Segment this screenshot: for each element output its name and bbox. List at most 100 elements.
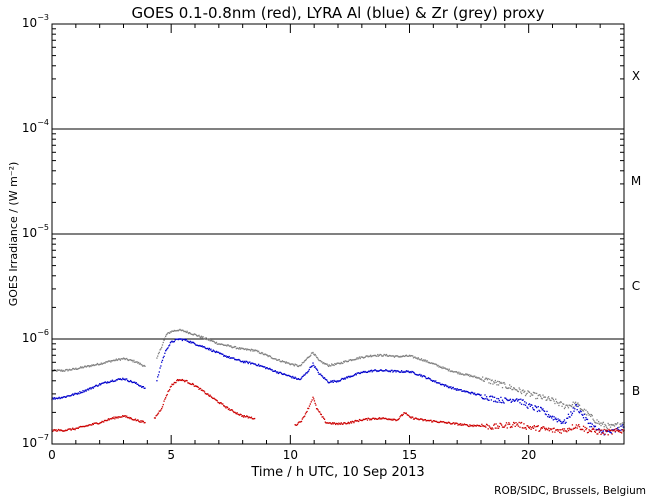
data-point	[195, 344, 198, 346]
data-point	[427, 419, 429, 422]
data-point	[520, 398, 522, 400]
data-point	[528, 427, 531, 429]
data-point	[412, 357, 415, 359]
data-point	[177, 330, 180, 332]
data-point	[261, 351, 263, 354]
data-point	[596, 433, 598, 435]
data-point	[383, 353, 385, 356]
data-point	[420, 359, 422, 361]
data-point	[53, 369, 56, 371]
data-point	[612, 424, 614, 426]
data-point	[348, 375, 350, 378]
data-point	[446, 368, 448, 370]
data-point	[179, 328, 181, 331]
data-point	[569, 416, 571, 418]
data-point	[280, 372, 283, 375]
data-point	[277, 371, 279, 373]
data-point	[222, 353, 224, 356]
data-point	[413, 418, 415, 420]
data-point	[465, 424, 467, 426]
data-point	[94, 364, 96, 366]
data-point	[381, 418, 383, 420]
data-point	[515, 398, 517, 401]
data-point	[511, 426, 513, 428]
data-point	[296, 378, 299, 380]
data-point	[269, 355, 272, 358]
data-point	[318, 410, 320, 413]
data-point	[143, 387, 145, 389]
data-point	[383, 417, 385, 420]
data-point	[207, 394, 210, 396]
data-point	[153, 417, 156, 419]
data-point	[436, 421, 439, 423]
data-point	[60, 429, 63, 432]
data-point	[144, 365, 146, 367]
data-point	[338, 380, 341, 382]
data-point	[76, 427, 78, 429]
data-point	[242, 361, 245, 364]
data-point	[353, 374, 355, 377]
data-point	[603, 426, 605, 428]
data-point	[307, 370, 310, 372]
data-point	[545, 427, 547, 430]
data-point	[120, 378, 122, 381]
data-point	[508, 387, 510, 389]
data-point	[576, 403, 578, 405]
data-point	[172, 330, 175, 332]
data-point	[228, 355, 230, 358]
data-point	[56, 369, 59, 371]
data-point	[478, 393, 480, 396]
data-point	[373, 370, 375, 372]
data-point	[589, 430, 591, 432]
data-point	[455, 371, 458, 373]
data-point	[359, 372, 361, 375]
data-point	[140, 420, 142, 422]
data-point	[345, 360, 347, 362]
data-point	[559, 401, 562, 403]
data-point	[238, 358, 240, 361]
data-point	[216, 351, 218, 353]
data-point	[275, 371, 277, 373]
data-point	[414, 417, 416, 420]
data-point	[174, 330, 176, 332]
data-point	[529, 395, 531, 397]
data-point	[416, 374, 418, 376]
data-point	[176, 338, 178, 340]
data-point	[441, 367, 443, 370]
data-point	[130, 417, 132, 419]
data-point	[245, 360, 247, 362]
data-point	[104, 419, 106, 422]
data-point	[234, 411, 236, 413]
data-point	[600, 430, 602, 432]
data-point	[485, 398, 487, 400]
data-point	[367, 417, 369, 419]
data-point	[357, 358, 359, 360]
data-point	[348, 422, 350, 425]
data-point	[214, 351, 216, 353]
data-point	[481, 425, 484, 427]
data-point	[458, 389, 461, 391]
data-point	[184, 380, 186, 383]
data-point	[76, 392, 78, 395]
data-point	[59, 429, 61, 432]
data-point	[436, 382, 439, 384]
data-point	[474, 425, 476, 427]
data-point	[143, 422, 145, 424]
data-point	[408, 355, 410, 357]
data-point	[186, 340, 188, 342]
data-point	[463, 390, 466, 392]
data-point	[273, 358, 276, 360]
data-point	[273, 370, 275, 372]
data-point	[118, 416, 121, 418]
data-point	[462, 373, 464, 375]
data-point	[489, 378, 491, 380]
data-point	[491, 427, 493, 429]
data-point	[565, 430, 567, 432]
data-point	[428, 420, 431, 422]
data-point	[242, 416, 245, 418]
data-point	[484, 394, 486, 396]
data-point	[220, 343, 222, 345]
data-point	[248, 416, 250, 418]
data-point	[454, 388, 457, 390]
data-point	[292, 375, 294, 378]
